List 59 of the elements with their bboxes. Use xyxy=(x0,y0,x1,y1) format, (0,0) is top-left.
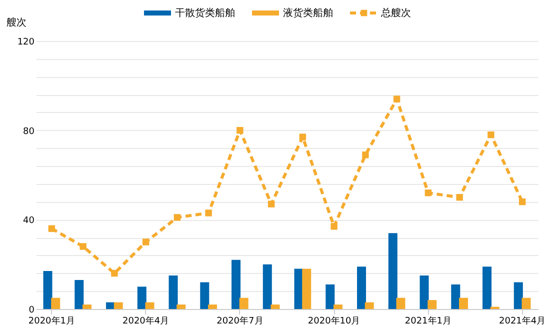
bar xyxy=(428,300,437,309)
legend-label: 干散货类船舶 xyxy=(175,7,235,19)
bar xyxy=(232,260,241,309)
bar xyxy=(145,302,154,309)
x-tick-label: 2021年4月 xyxy=(498,316,546,326)
legend-label: 总艘次 xyxy=(380,7,411,19)
bar xyxy=(168,276,178,309)
bar xyxy=(522,298,531,309)
bar xyxy=(333,304,342,309)
point xyxy=(174,214,181,221)
bar xyxy=(364,302,374,309)
bar xyxy=(326,284,335,309)
x-tick-label: 2020年7月 xyxy=(216,316,264,326)
point xyxy=(299,134,306,140)
legend-label: 液货类船舶 xyxy=(283,7,333,19)
x-tick-label: 2020年1月 xyxy=(28,316,76,326)
bar xyxy=(74,280,84,309)
bar xyxy=(262,264,272,309)
point xyxy=(142,238,150,246)
point xyxy=(488,131,494,138)
bar xyxy=(482,266,492,309)
point xyxy=(205,210,212,216)
bar xyxy=(114,302,123,309)
bar xyxy=(458,298,468,309)
bar xyxy=(200,282,210,309)
bar xyxy=(451,284,460,309)
y-tick-label: 80 xyxy=(23,126,35,137)
point xyxy=(456,194,463,201)
point xyxy=(236,126,244,134)
bar xyxy=(396,298,406,309)
bar xyxy=(82,304,92,309)
bar xyxy=(239,298,248,309)
point xyxy=(424,190,432,196)
bar xyxy=(514,282,523,309)
point xyxy=(268,200,275,208)
x-tick-label: 2020年10月 xyxy=(308,316,360,326)
bar xyxy=(388,233,398,309)
point xyxy=(80,243,86,250)
y-tick-label: 120 xyxy=(17,38,35,48)
y-tick-label: 0 xyxy=(28,306,35,316)
x-tick-label: 2021年1月 xyxy=(404,316,452,326)
bar xyxy=(270,304,280,309)
point xyxy=(518,198,526,206)
point xyxy=(362,152,369,158)
bar xyxy=(420,276,429,309)
bar xyxy=(43,271,52,309)
point xyxy=(330,223,338,230)
y-tick-label: 40 xyxy=(23,216,35,226)
point xyxy=(111,270,118,277)
bar xyxy=(208,304,217,309)
bar xyxy=(51,298,60,309)
point xyxy=(48,225,56,232)
y-axis-title: 艘次 xyxy=(6,16,26,28)
point xyxy=(393,96,400,102)
x-tick-label: 2020年4月 xyxy=(122,316,170,326)
bar xyxy=(137,286,146,309)
bar xyxy=(357,266,366,309)
bar xyxy=(302,268,312,309)
bar xyxy=(176,304,186,309)
